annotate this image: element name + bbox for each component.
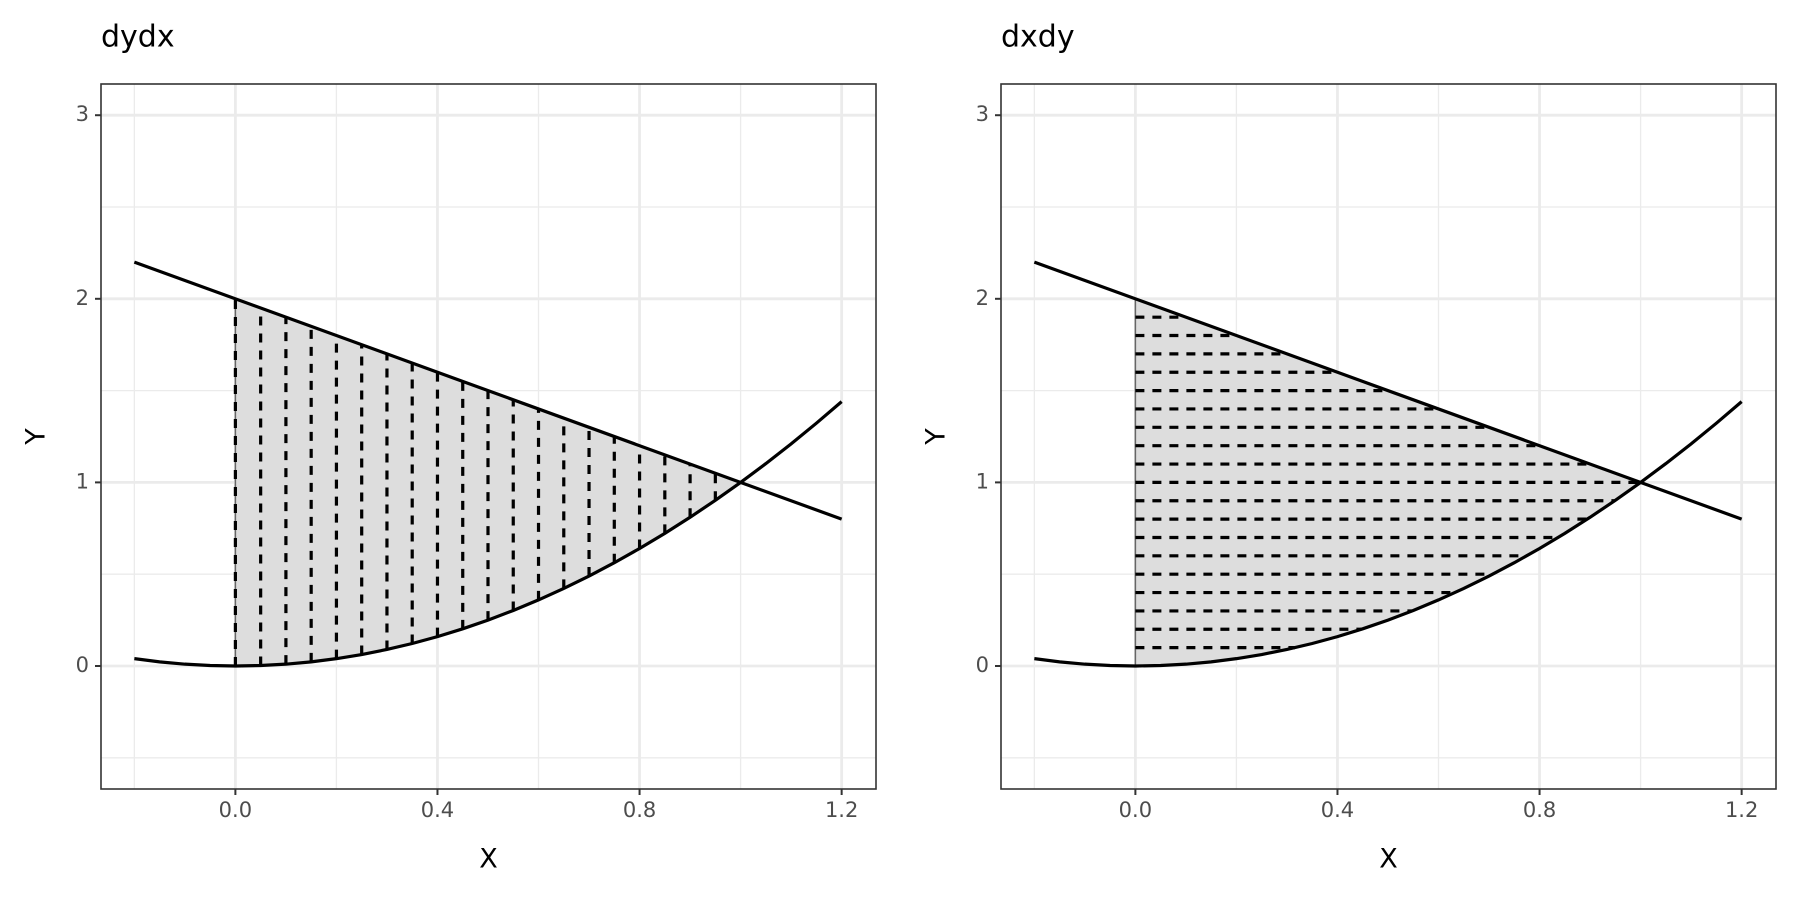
y-axis-label: Y: [921, 428, 952, 446]
curve: [134, 400, 843, 668]
curve: [133, 260, 843, 521]
y-tick-label: 1: [976, 469, 989, 493]
x-tick-label: 1.2: [1725, 798, 1758, 822]
y-tick-label: 1: [76, 469, 89, 493]
x-tick-label: 0.4: [421, 798, 454, 822]
x-tick-label: 0.0: [219, 798, 252, 822]
chart-title: dydx: [101, 20, 175, 55]
y-tick-label: 0: [76, 653, 89, 677]
x-tick-label: 0.8: [623, 798, 656, 822]
curve: [1034, 400, 1743, 668]
x-axis-label: X: [479, 844, 498, 875]
chart-title: dxdy: [1001, 20, 1075, 55]
x-tick-label: 0.4: [1321, 798, 1354, 822]
y-tick-label: 3: [976, 102, 989, 126]
y-axis-label: Y: [21, 428, 52, 446]
curve: [1033, 260, 1743, 521]
x-tick-label: 0.8: [1523, 798, 1556, 822]
x-tick-label: 0.0: [1119, 798, 1152, 822]
y-tick-label: 2: [76, 286, 89, 310]
y-tick-label: 0: [976, 653, 989, 677]
x-tick-label: 1.2: [825, 798, 858, 822]
x-axis-label: X: [1379, 844, 1398, 875]
panel-border: [100, 83, 877, 790]
y-tick-label: 2: [976, 286, 989, 310]
y-tick-label: 3: [76, 102, 89, 126]
panel-border: [1000, 83, 1777, 790]
